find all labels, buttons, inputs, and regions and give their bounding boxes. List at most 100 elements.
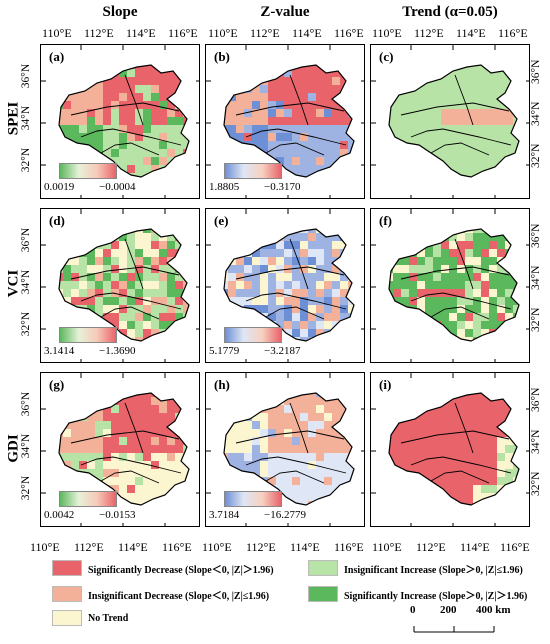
raster-cell: [63, 149, 71, 157]
raster-cell: [284, 397, 292, 405]
raster-cell: [356, 437, 364, 445]
raster-cell: [228, 101, 236, 109]
raster-cell: [236, 85, 244, 93]
raster-cell: [111, 117, 119, 125]
raster-cell: [356, 273, 364, 281]
raster-cell: [332, 413, 340, 421]
raster-cell: [505, 257, 513, 265]
raster-cell: [489, 393, 497, 397]
raster-cell: [159, 101, 167, 109]
raster-cell: [409, 133, 417, 141]
raster-cell: [260, 101, 268, 109]
raster-cell: [71, 233, 79, 241]
raster-cell: [473, 405, 481, 413]
raster-cell: [300, 461, 308, 469]
raster-cell: [521, 429, 529, 437]
raster-cell: [433, 477, 441, 485]
raster-cell: [111, 109, 119, 117]
basin-boundary: [289, 74, 309, 126]
raster-cell: [103, 77, 111, 85]
raster-cell: [308, 485, 316, 493]
raster-cell: [111, 297, 119, 305]
raster-cell: [521, 453, 529, 461]
raster-cell: [393, 501, 401, 505]
raster-cell: [308, 437, 316, 445]
raster-cell: [308, 85, 316, 93]
raster-cell: [340, 273, 348, 281]
raster-cell: [135, 337, 143, 341]
raster-cell: [324, 313, 332, 321]
raster-cell: [236, 413, 244, 421]
map-canvas: [371, 373, 529, 526]
raster-cell: [356, 305, 364, 313]
raster-cell: [449, 125, 457, 133]
raster-cell: [433, 453, 441, 461]
raster-cell: [457, 117, 465, 125]
raster-cell: [119, 313, 127, 321]
raster-cell: [284, 453, 292, 461]
raster-cell: [71, 413, 79, 421]
raster-cell: [425, 109, 433, 117]
raster-cell: [119, 149, 127, 157]
raster-cell: [308, 321, 316, 329]
raster-cell: [513, 421, 519, 429]
raster-cell: [135, 117, 143, 125]
raster-cell: [324, 453, 332, 461]
raster-cell: [228, 477, 236, 485]
raster-cell: [260, 445, 268, 453]
raster-cell: [316, 321, 324, 329]
raster-cell: [95, 469, 103, 477]
raster-cell: [228, 233, 236, 241]
raster-cell: [417, 173, 425, 177]
raster-cell: [292, 233, 300, 241]
raster-cell: [417, 141, 425, 149]
raster-cell: [393, 337, 401, 341]
raster-cell: [473, 421, 481, 429]
raster-cell: [71, 93, 79, 101]
raster-cell: [292, 281, 300, 289]
raster-cell: [433, 501, 441, 505]
raster-cell: [236, 297, 244, 305]
raster-cell: [300, 289, 308, 297]
raster-cells: [389, 65, 519, 177]
raster-cell: [151, 461, 159, 469]
raster-cell: [473, 85, 481, 93]
raster-cell: [332, 273, 340, 281]
raster-cell: [441, 413, 449, 421]
raster-cell: [276, 437, 284, 445]
raster-cell: [71, 297, 79, 305]
raster-cell: [151, 165, 159, 173]
raster-cell: [276, 405, 284, 413]
basin-boundary: [80, 456, 182, 474]
raster-cell: [260, 141, 268, 149]
raster-cell: [292, 485, 300, 493]
raster-cell: [167, 493, 175, 501]
raster-cell: [191, 109, 199, 117]
raster-cell: [340, 313, 348, 321]
raster-cell: [167, 77, 175, 85]
raster-cell: [401, 289, 409, 297]
raster-cell: [159, 477, 167, 485]
raster-cell: [449, 413, 457, 421]
raster-cell: [111, 445, 119, 453]
raster-cell: [252, 265, 260, 273]
raster-cell: [95, 273, 103, 281]
raster-cell: [244, 429, 252, 437]
raster-cell: [127, 337, 135, 341]
raster-cell: [393, 273, 401, 281]
raster-cell: [127, 289, 135, 297]
raster-cell: [481, 493, 489, 501]
raster-cell: [433, 173, 441, 177]
raster-cell: [449, 133, 457, 141]
lon-label: 114°E: [292, 26, 322, 40]
raster-cell: [191, 141, 199, 149]
raster-cell: [87, 297, 95, 305]
raster-cell: [356, 413, 364, 421]
raster-cell: [71, 257, 79, 265]
raster-cell: [497, 477, 505, 485]
raster-cell: [389, 69, 393, 77]
raster-cell: [151, 413, 159, 421]
raster-cell: [489, 281, 497, 289]
colorbar-min: 3.1414: [44, 345, 75, 357]
raster-cell: [457, 69, 465, 77]
